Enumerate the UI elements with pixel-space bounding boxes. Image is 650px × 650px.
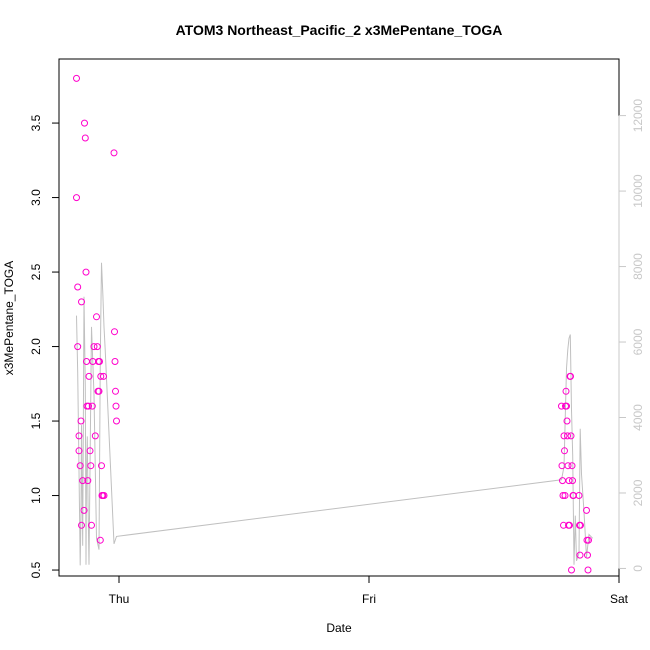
y-tick-label: 2.0 (29, 338, 43, 355)
data-point (584, 551, 591, 559)
data-point (112, 387, 119, 395)
y-axis-right: 0 2000 4000 6000 8000 10000 12000 (618, 99, 645, 572)
data-point (84, 477, 92, 485)
x-tick-label: Fri (362, 592, 376, 606)
y-axis-left: 0.5 1.0 1.5 2.0 2.5 3.0 3.5 (29, 114, 60, 578)
data-point (566, 521, 573, 529)
data-point (90, 343, 98, 351)
data-point (81, 119, 88, 127)
data-point (76, 462, 84, 470)
x-axis-label: Date (326, 621, 352, 635)
series-points-group (73, 74, 592, 574)
data-point (95, 387, 103, 395)
y-tick-label: 1.5 (29, 412, 43, 429)
x-axis: Thu Fri Sat (109, 575, 629, 606)
data-point (113, 417, 120, 425)
y2-tick-label: 12000 (631, 99, 645, 133)
data-point (81, 134, 89, 142)
data-point (561, 492, 569, 499)
data-point (559, 492, 567, 499)
data-point (564, 462, 572, 470)
data-point (93, 343, 101, 351)
data-point (560, 432, 568, 440)
data-point (562, 387, 570, 395)
data-point (111, 358, 119, 365)
data-point (100, 492, 108, 499)
data-point (577, 521, 584, 529)
data-point (584, 566, 592, 574)
data-point (78, 521, 85, 529)
y2-tick-label: 10000 (631, 174, 645, 208)
data-point (558, 402, 565, 410)
data-point (98, 462, 105, 470)
data-point (74, 283, 82, 291)
data-point (568, 566, 575, 574)
data-point (110, 149, 118, 157)
data-point (567, 372, 574, 380)
data-point (564, 432, 571, 440)
y-tick-label: 1.0 (29, 487, 43, 504)
y-tick-label: 0.5 (29, 561, 43, 578)
y2-tick-label: 8000 (631, 253, 645, 280)
data-point (567, 432, 575, 440)
data-point (563, 417, 571, 425)
data-point (88, 521, 95, 529)
data-point (80, 506, 88, 514)
data-point (112, 402, 120, 410)
data-point (73, 74, 80, 82)
data-point (576, 551, 584, 559)
y-tick-label: 3.0 (29, 189, 43, 206)
y2-tick-label: 0 (631, 565, 645, 572)
data-point (74, 343, 82, 351)
y2-tick-label: 6000 (631, 328, 645, 355)
data-point (87, 462, 95, 470)
data-point (83, 358, 90, 365)
data-point (575, 492, 583, 499)
series-line-group (76, 262, 594, 566)
data-point (569, 477, 576, 485)
data-point (96, 536, 104, 544)
data-point (93, 313, 100, 321)
data-point (85, 402, 92, 410)
data-point (97, 372, 105, 380)
data-point (78, 298, 85, 306)
y-axis-label: x3MePentane_TOGA (2, 261, 16, 376)
data-point (86, 447, 94, 455)
x-tick-label: Thu (109, 592, 130, 606)
data-point (73, 194, 80, 202)
data-point (559, 477, 566, 485)
data-point (96, 358, 103, 365)
series-line (76, 262, 594, 566)
data-point (563, 402, 570, 410)
y2-tick-label: 2000 (631, 479, 645, 506)
y-tick-label: 3.5 (29, 114, 43, 131)
data-point (111, 328, 118, 336)
data-point (75, 447, 83, 455)
data-point (585, 536, 592, 544)
data-point (583, 506, 590, 514)
data-point (77, 417, 85, 425)
data-point (561, 447, 568, 455)
data-point (82, 268, 90, 276)
y2-tick-label: 4000 (631, 404, 645, 431)
y-tick-label: 2.5 (29, 263, 43, 280)
data-point (79, 477, 87, 485)
plot-frame (58, 58, 620, 577)
data-point (568, 462, 576, 470)
data-point (100, 372, 107, 380)
data-point (75, 432, 83, 440)
data-point (91, 432, 99, 440)
x-tick-label: Sat (610, 592, 629, 606)
data-point (88, 402, 96, 410)
data-point (565, 477, 573, 485)
chart-title: ATOM3 Northeast_Pacific_2 x3MePentane_TO… (176, 22, 503, 38)
data-point (85, 372, 93, 380)
